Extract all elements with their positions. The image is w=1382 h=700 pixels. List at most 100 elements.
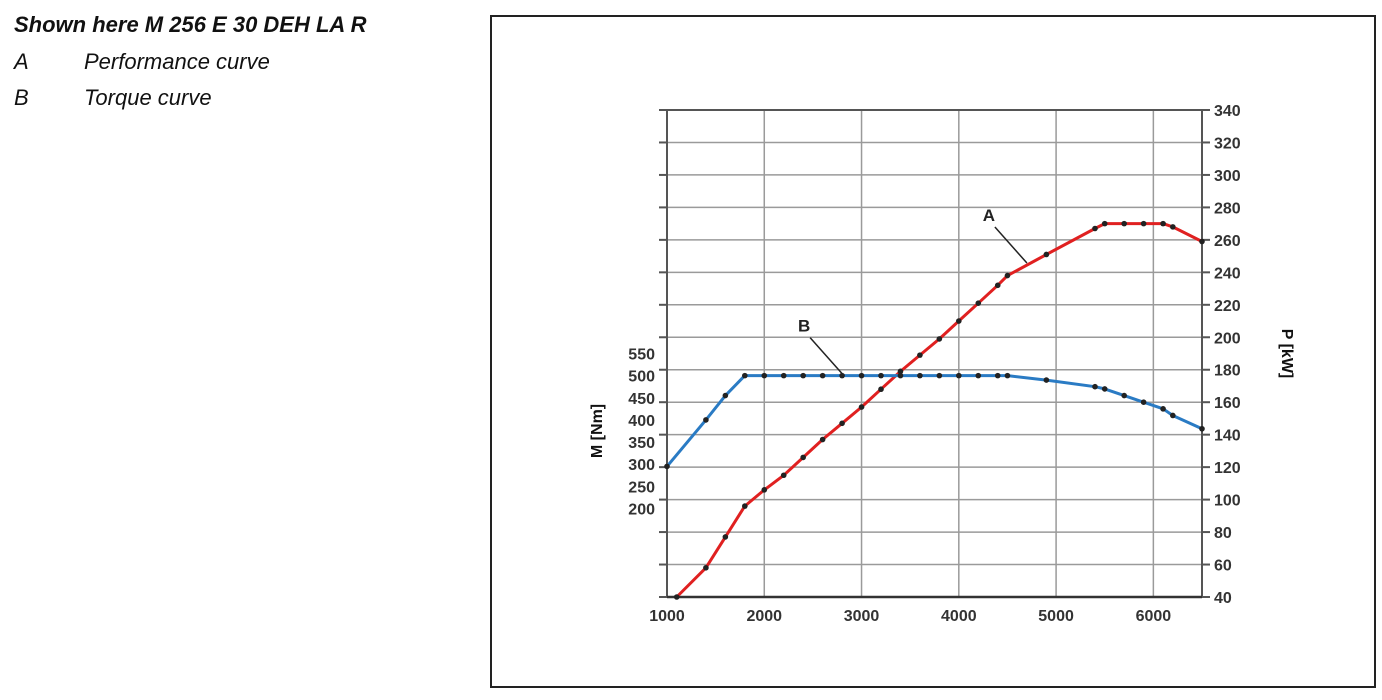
data-point-b <box>703 417 709 423</box>
y-right-tick-label: 220 <box>1214 298 1241 315</box>
data-point-b <box>1140 399 1147 406</box>
data-point-b <box>858 372 865 379</box>
data-point-b <box>780 372 787 379</box>
data-point-b <box>1004 372 1011 379</box>
y-left-tick-label: 500 <box>628 369 655 386</box>
data-point-a <box>936 336 943 342</box>
data-point-a <box>878 386 884 393</box>
data-point-a <box>1199 238 1205 245</box>
data-point-a <box>742 503 748 509</box>
data-point-a <box>1092 225 1098 232</box>
data-point-b <box>1170 412 1176 419</box>
legend-key-b: B <box>14 85 29 110</box>
data-point-b <box>819 372 826 379</box>
annotation-leader-b <box>809 337 843 375</box>
data-point-b <box>897 372 904 379</box>
data-point-b <box>956 372 962 379</box>
figure-title: Shown here M 256 E 30 DEH LA R <box>14 12 367 37</box>
data-point-a <box>975 300 982 306</box>
y-right-tick-label: 120 <box>1214 460 1241 477</box>
series-line-a <box>675 222 1203 599</box>
y-left-tick-label: 200 <box>628 501 655 518</box>
annotation-label-a: A <box>983 206 995 225</box>
data-point-b <box>800 372 806 379</box>
x-tick-label: 5000 <box>1038 608 1074 625</box>
grid-lines <box>666 109 1202 598</box>
y-axis-left-title: M [Nm] <box>589 404 606 458</box>
x-tick-label: 4000 <box>941 608 977 625</box>
data-point-b <box>664 463 670 470</box>
y-axis-right-title: P [kW] <box>1278 329 1295 378</box>
data-point-a <box>1004 272 1011 279</box>
annotation-label-b: B <box>798 317 810 336</box>
series-line-b <box>665 374 1203 468</box>
axis-labels: 200 250 300 350 400 450 500 550 40 60 80 100 120 140 1… <box>628 103 1241 625</box>
y-right-tick-label: 320 <box>1214 135 1241 152</box>
y-right-tick-label: 80 <box>1214 525 1232 542</box>
y-left-tick-label: 250 <box>628 479 655 496</box>
data-point-a <box>858 404 865 410</box>
data-point-a <box>1101 220 1108 227</box>
figure-caption: Shown here M 256 E 30 DEH LA R A Perform… <box>14 12 474 116</box>
chart-svg: 200 250 300 350 400 450 500 550 40 60 80 100 120 140 1… <box>589 103 1295 625</box>
chart-frame: 200 250 300 350 400 450 500 550 40 60 80 100 120 140 1… <box>490 15 1376 688</box>
y-left-tick-label: 400 <box>628 413 655 430</box>
data-point-b <box>1043 377 1050 383</box>
y-right-tick-label: 300 <box>1214 168 1241 185</box>
axes <box>659 109 1210 599</box>
y-left-tick-label: 350 <box>628 435 655 452</box>
data-point-b <box>761 372 768 379</box>
x-tick-label: 2000 <box>746 608 782 625</box>
legend-item-a: A Performance curve <box>14 44 474 80</box>
y-right-tick-label: 200 <box>1214 330 1241 347</box>
y-right-tick-label: 60 <box>1214 558 1232 575</box>
data-point-a <box>994 282 1001 289</box>
y-left-tick-label: 450 <box>628 391 655 408</box>
data-point-b <box>994 372 1001 379</box>
x-tick-label: 1000 <box>649 608 685 625</box>
data-point-b <box>1199 425 1205 432</box>
y-left-tick-label: 550 <box>628 347 655 364</box>
data-point-a <box>1121 220 1127 227</box>
legend-item-b: B Torque curve <box>14 80 474 116</box>
x-tick-label: 3000 <box>844 608 880 625</box>
data-point-a <box>1043 251 1050 258</box>
data-point-b <box>878 372 884 379</box>
data-point-b <box>1101 386 1108 392</box>
y-left-tick-label: 300 <box>628 457 655 474</box>
data-point-a <box>897 368 904 375</box>
y-right-tick-label: 100 <box>1214 493 1241 510</box>
data-point-b <box>936 372 943 379</box>
data-point-a <box>917 352 923 358</box>
y-right-tick-label: 340 <box>1214 103 1241 120</box>
data-point-a <box>703 564 709 571</box>
legend-text-b: Torque curve <box>84 85 212 110</box>
series-points <box>664 220 1205 600</box>
data-point-a <box>780 472 787 479</box>
data-point-b <box>839 372 845 379</box>
y-right-tick-label: 160 <box>1214 395 1241 412</box>
annotation-leader-a <box>994 226 1028 264</box>
data-point-a <box>1140 220 1147 227</box>
data-point-a <box>1160 220 1166 227</box>
x-tick-label: 6000 <box>1136 608 1172 625</box>
data-point-b <box>975 372 982 379</box>
data-point-a <box>722 534 729 540</box>
data-point-a <box>800 454 806 461</box>
legend-text-a: Performance curve <box>84 49 270 74</box>
data-point-a <box>839 420 845 427</box>
data-point-b <box>917 372 923 379</box>
data-point-b <box>1160 406 1166 412</box>
legend-key-a: A <box>14 49 29 74</box>
y-right-tick-label: 140 <box>1214 428 1241 445</box>
data-point-a <box>819 436 826 443</box>
series-lines <box>665 222 1203 599</box>
data-point-b <box>742 372 748 379</box>
data-point-a <box>673 594 680 600</box>
data-point-a <box>761 487 768 493</box>
y-right-tick-label: 280 <box>1214 200 1241 217</box>
y-right-tick-label: 40 <box>1214 590 1232 607</box>
y-right-tick-label: 240 <box>1214 265 1241 282</box>
y-right-tick-label: 180 <box>1214 363 1241 380</box>
y-right-tick-label: 260 <box>1214 233 1241 250</box>
